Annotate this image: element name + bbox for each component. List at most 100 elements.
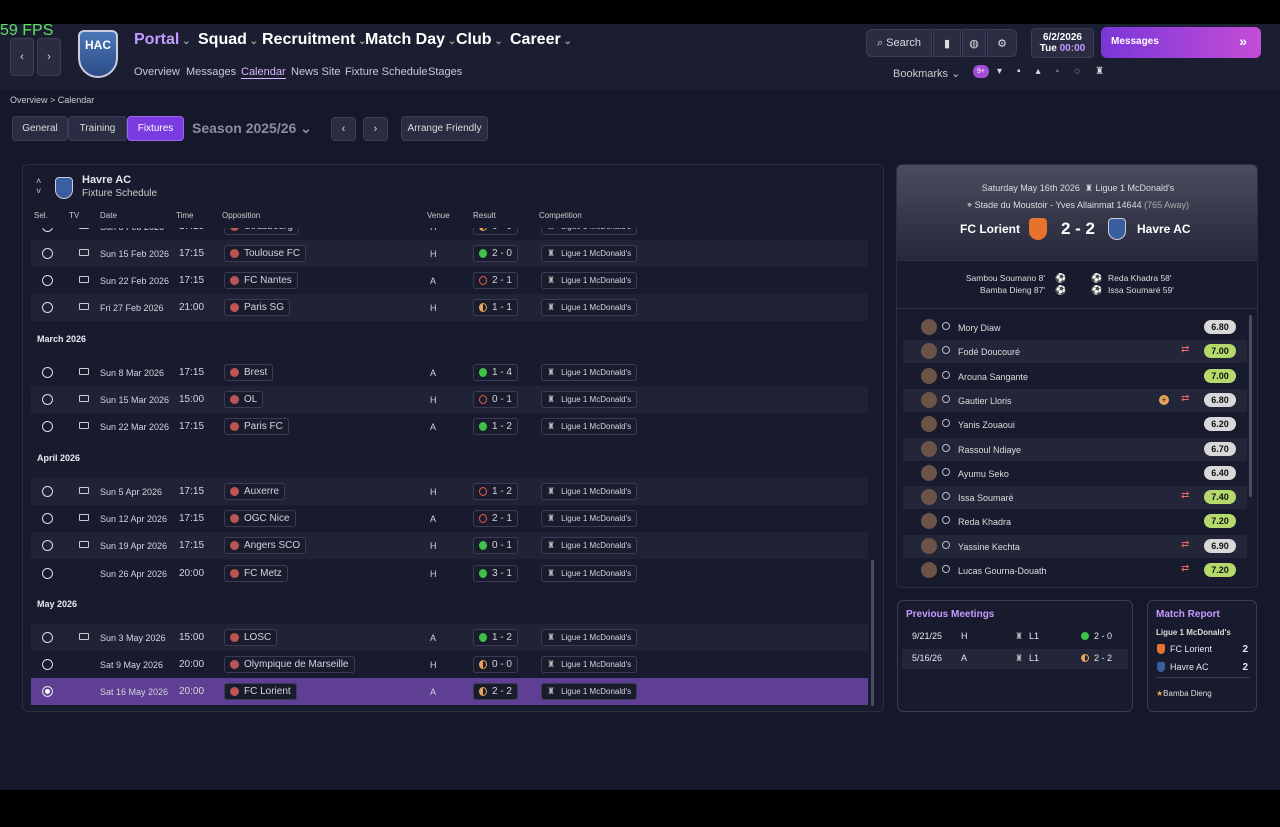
fixture-row[interactable]: Sun 8 Feb 2026 17:15 Strasbourg H 0 - 0 ♜ Ligu…: [31, 228, 868, 240]
crumb[interactable]: Calendar: [57, 95, 95, 105]
settings-button[interactable]: ⚙: [987, 29, 1017, 57]
result[interactable]: 1 - 2: [473, 482, 518, 500]
opposition[interactable]: Strasbourg: [224, 228, 299, 235]
prev-season[interactable]: ‹: [331, 117, 356, 141]
previous-title[interactable]: Previous Meetings: [906, 609, 995, 620]
opposition[interactable]: FC Lorient: [224, 683, 297, 701]
competition[interactable]: ♜ Ligue 1 McDonald's: [541, 509, 638, 527]
opposition[interactable]: Toulouse FC: [224, 244, 307, 262]
result[interactable]: 1 - 2: [473, 628, 518, 646]
opposition[interactable]: OGC Nice: [224, 509, 296, 527]
nav-item[interactable]: Club ⌄: [456, 31, 503, 49]
season-select[interactable]: Season 2025/26 ⌄: [192, 120, 312, 136]
scrollbar[interactable]: [871, 560, 874, 706]
sub-nav-item[interactable]: Messages: [186, 66, 237, 78]
player-row[interactable]: Arouna Sangante 7.00: [903, 365, 1247, 388]
select-radio[interactable]: [42, 540, 53, 552]
forward-button[interactable]: ›: [37, 38, 61, 76]
opposition[interactable]: Auxerre: [224, 482, 286, 500]
select-radio[interactable]: [42, 302, 53, 314]
competition[interactable]: ♜ Ligue 1 McDonald's: [541, 656, 638, 674]
column-header[interactable]: Venue: [427, 211, 450, 220]
fixture-row[interactable]: Sat 9 May 2026 20:00 Olympique de Marseill…: [31, 651, 868, 678]
crumb[interactable]: Overview: [10, 95, 48, 105]
fixture-row[interactable]: Sun 15 Mar 2026 15:00 OL H 0 - 1 ♜ Ligue 1 McD…: [31, 386, 868, 413]
result[interactable]: 0 - 1: [473, 391, 518, 408]
column-header[interactable]: TV: [69, 211, 80, 220]
select-radio[interactable]: [42, 512, 53, 524]
player-row[interactable]: Gautier Lloris + ⇄ 6.80: [903, 388, 1247, 412]
sub-nav-item[interactable]: Overview: [134, 66, 180, 78]
quick-icons[interactable]: ▾▪▴◦◌♜: [997, 66, 1120, 77]
opposition[interactable]: Paris FC: [224, 418, 289, 436]
sub-nav-item[interactable]: Stages: [428, 66, 463, 78]
column-header[interactable]: Competition: [539, 211, 582, 220]
result[interactable]: 2 - 2: [473, 683, 518, 701]
fixture-row[interactable]: Sun 22 Feb 2026 17:15 FC Nantes A 2 - 1 ♜ Ligu…: [31, 267, 868, 294]
tab[interactable]: Training: [68, 116, 127, 141]
next-season[interactable]: ›: [363, 117, 388, 141]
player-row[interactable]: Rassoul Ndiaye 6.70: [903, 437, 1247, 461]
opposition[interactable]: Paris SG: [224, 299, 291, 317]
date-box[interactable]: 6/2/2026 Tue 00:00: [1031, 28, 1094, 58]
competition[interactable]: ♜ Ligue 1 McDonald's: [541, 363, 638, 381]
competition[interactable]: ♜ Ligue 1 McDonald's: [541, 564, 638, 582]
nav-item[interactable]: Squad ⌄: [198, 31, 258, 49]
nav-item[interactable]: Match Day ⌄: [365, 31, 456, 49]
column-header[interactable]: Result: [473, 211, 496, 220]
fixture-row[interactable]: Sun 19 Apr 2026 17:15 Angers SCO H 0 - 1 ♜ Lig…: [31, 532, 868, 560]
collapse[interactable]: ˄ ˅: [36, 176, 42, 196]
select-radio[interactable]: [42, 247, 53, 259]
sub-nav-item[interactable]: News Site: [291, 66, 341, 78]
result[interactable]: 2 - 1: [473, 272, 518, 290]
bookmarks[interactable]: Bookmarks ⌄: [893, 68, 961, 80]
player-row[interactable]: Mory Diaw 6.80: [903, 316, 1247, 339]
competition[interactable]: ♜ Ligue 1 McDonald's: [541, 683, 638, 701]
sub-nav-item[interactable]: Fixture Schedule: [345, 66, 428, 78]
tab[interactable]: General: [12, 116, 68, 141]
result[interactable]: 0 - 1: [473, 537, 518, 555]
sub-nav-item[interactable]: Calendar: [241, 66, 286, 79]
competition[interactable]: ♜ Ligue 1 McDonald's: [541, 418, 638, 436]
result[interactable]: 1 - 1: [473, 299, 518, 317]
fixture-row[interactable]: Sat 16 May 2026 20:00 FC Lorient A 2 - 2 ♜ Lig…: [31, 678, 868, 706]
column-header[interactable]: Date: [100, 211, 117, 220]
player-row[interactable]: Yanis Zouaoui 6.20: [903, 413, 1247, 436]
result[interactable]: 3 - 1: [473, 564, 518, 582]
bookmark-button[interactable]: ▮: [933, 29, 961, 57]
fixture-row[interactable]: Sun 22 Mar 2026 17:15 Paris FC A 1 - 2 ♜ Ligue…: [31, 413, 868, 440]
competition[interactable]: ♜ Ligue 1 McDonald's: [541, 628, 638, 646]
select-radio[interactable]: [42, 686, 53, 698]
result[interactable]: 2 - 0: [473, 244, 518, 262]
tab[interactable]: Fixtures: [127, 116, 184, 141]
select-radio[interactable]: [42, 485, 53, 497]
column-header[interactable]: Sel.: [34, 211, 48, 220]
select-radio[interactable]: [42, 228, 53, 232]
report-title[interactable]: Match Report: [1156, 609, 1220, 620]
opposition[interactable]: FC Metz: [224, 564, 288, 582]
competition[interactable]: ♜ Ligue 1 McDonald's: [541, 228, 638, 235]
result[interactable]: 2 - 1: [473, 509, 518, 527]
arrange-friendly[interactable]: Arrange Friendly: [401, 116, 488, 141]
select-radio[interactable]: [42, 567, 53, 579]
nav-item[interactable]: Career ⌄: [510, 31, 572, 49]
result[interactable]: 0 - 0: [473, 228, 518, 235]
club-logo[interactable]: HAC: [78, 30, 118, 78]
select-radio[interactable]: [42, 421, 53, 433]
messages-button[interactable]: Messages »: [1101, 27, 1261, 58]
badge[interactable]: 9+: [973, 65, 989, 78]
select-radio[interactable]: [42, 394, 53, 405]
player-row[interactable]: Fodé Doucouré ⇄ 7.00: [903, 340, 1247, 364]
competition[interactable]: ♜ Ligue 1 McDonald's: [541, 482, 638, 500]
player-row[interactable]: Ayumu Seko 6.40: [903, 462, 1247, 485]
select-radio[interactable]: [42, 366, 53, 378]
select-radio[interactable]: [42, 275, 53, 287]
fixture-row[interactable]: Sun 15 Feb 2026 17:15 Toulouse FC H 2 - 0 ♜ Li…: [31, 239, 868, 267]
competition[interactable]: ♜ Ligue 1 McDonald's: [541, 299, 638, 317]
player-row[interactable]: Yassine Kechta ⇄ 6.90: [903, 534, 1247, 558]
select-radio[interactable]: [42, 631, 53, 643]
fixture-row[interactable]: Sun 3 May 2026 15:00 LOSC A 1 - 2 ♜ Ligue 1 Mc…: [31, 623, 868, 651]
nav-item[interactable]: Recruitment ⌄: [262, 31, 367, 49]
fixture-row[interactable]: Sun 26 Apr 2026 20:00 FC Metz H 3 - 1 ♜ Ligue …: [31, 560, 868, 587]
fixture-row[interactable]: Sun 5 Apr 2026 17:15 Auxerre H 1 - 2 ♜ Ligue 1…: [31, 477, 868, 505]
